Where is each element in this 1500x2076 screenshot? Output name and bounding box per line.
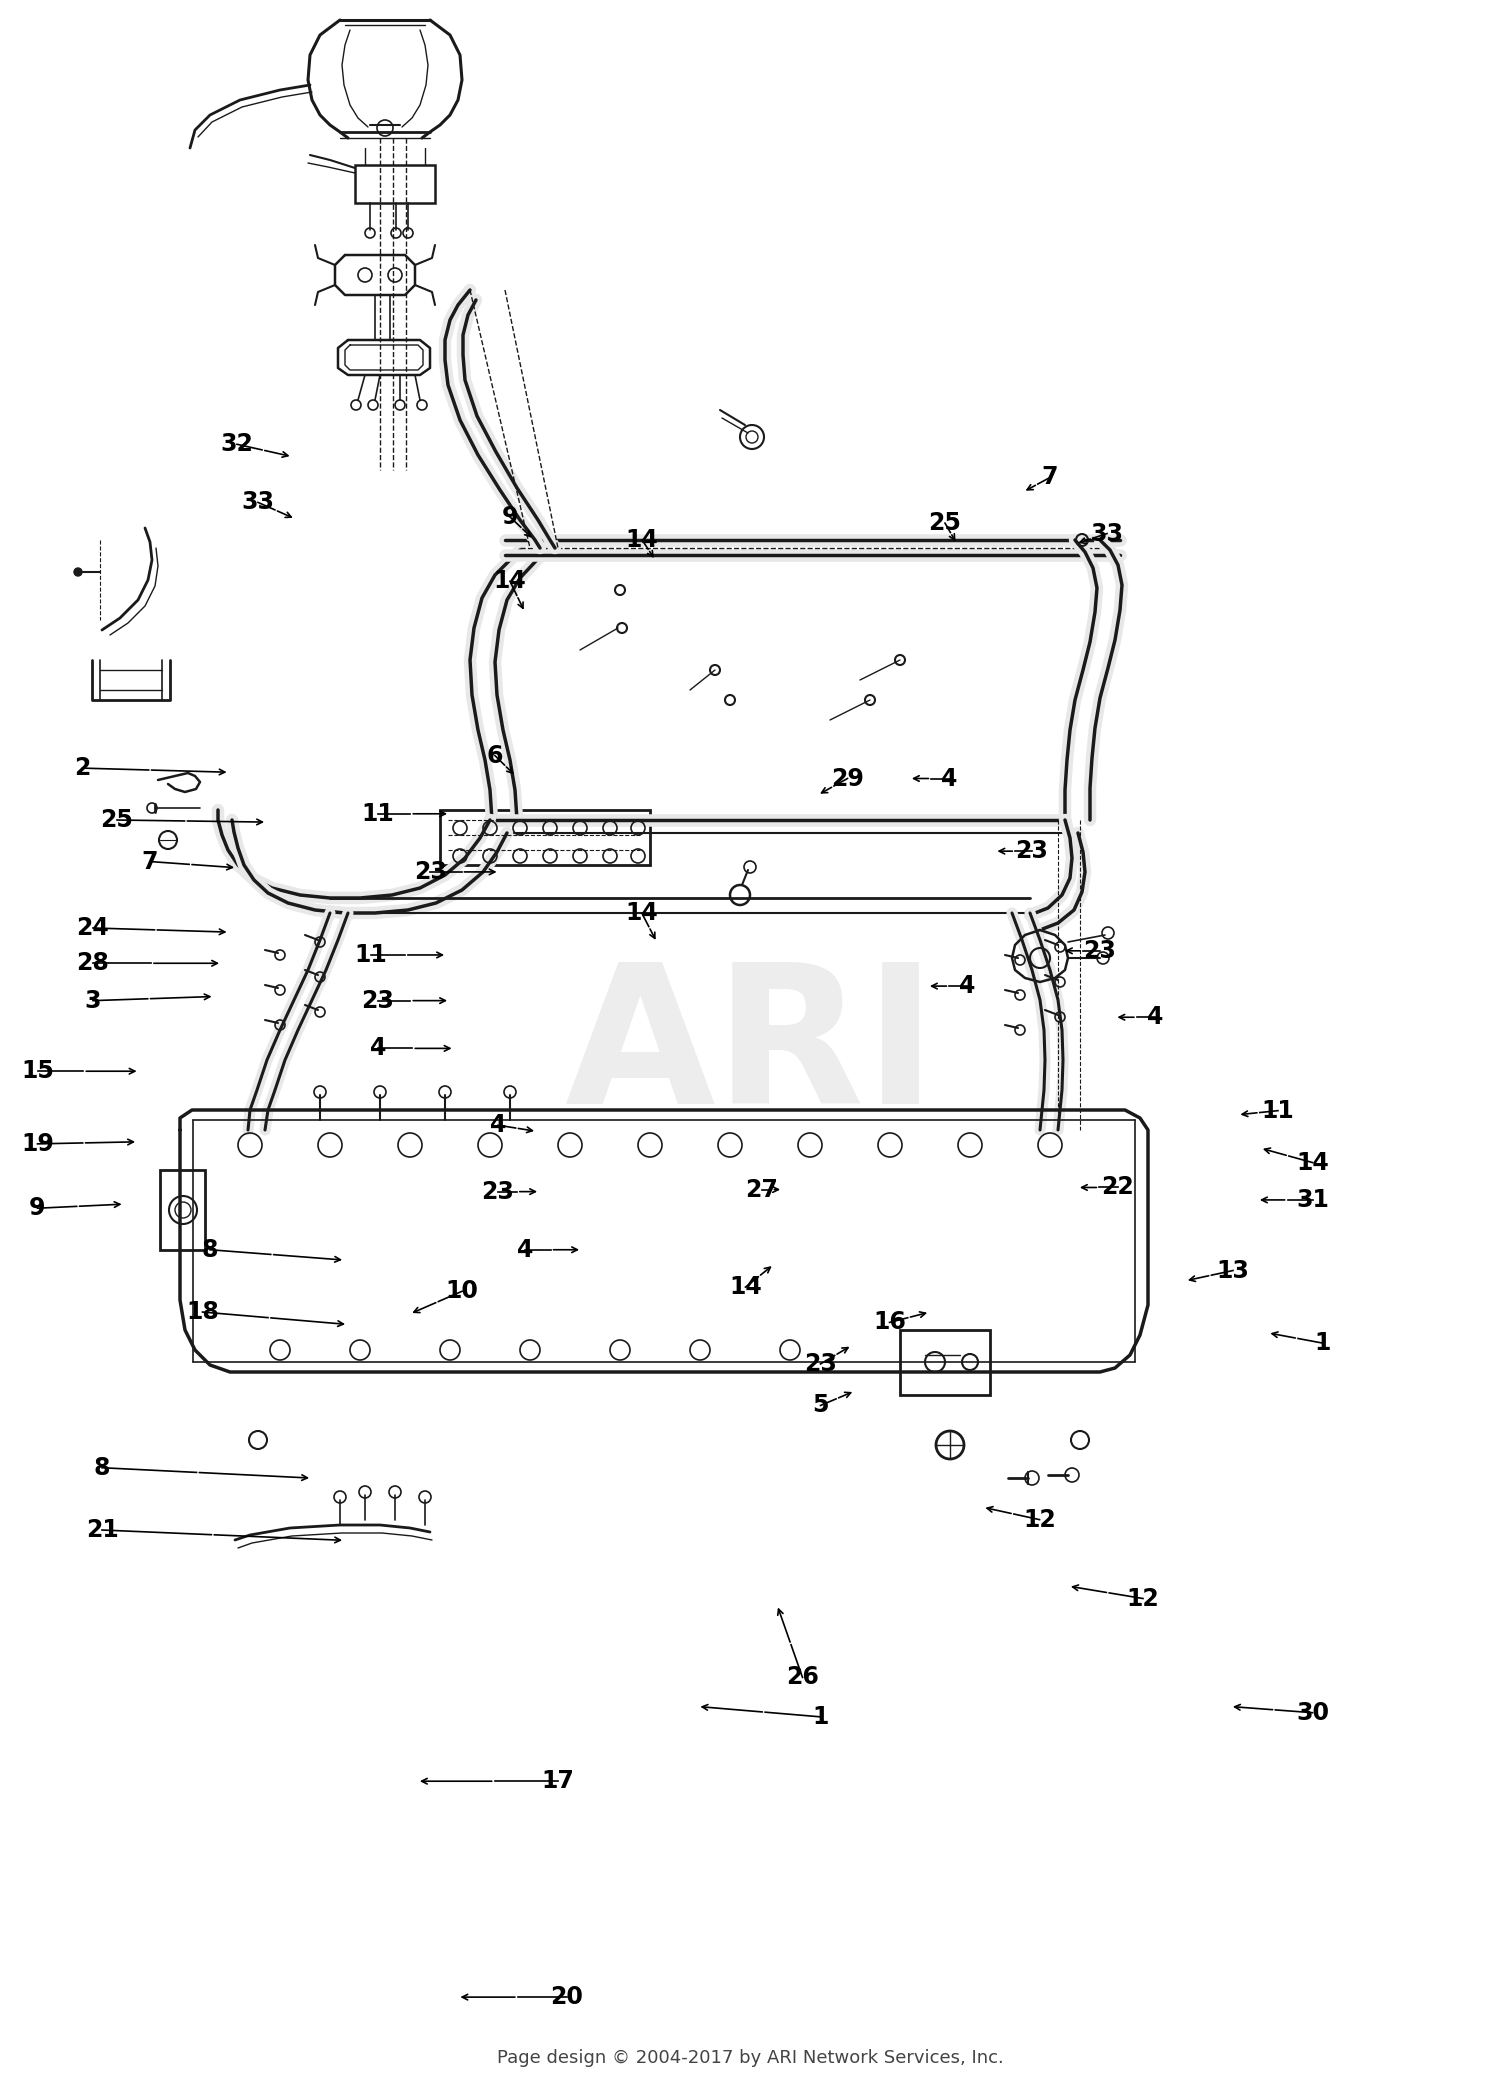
Text: 27: 27 [746, 1177, 778, 1202]
Text: 10: 10 [446, 1279, 478, 1304]
Text: 19: 19 [21, 1131, 54, 1156]
Text: 28: 28 [76, 951, 110, 976]
Text: 23: 23 [482, 1179, 514, 1204]
Text: 4: 4 [942, 766, 957, 791]
Text: 3: 3 [84, 988, 102, 1013]
Text: 23: 23 [414, 859, 447, 884]
Bar [356, 164, 435, 203]
Text: 14: 14 [1296, 1150, 1329, 1175]
Text: 33: 33 [1090, 521, 1124, 546]
Text: Page design © 2004-2017 by ARI Network Services, Inc.: Page design © 2004-2017 by ARI Network S… [496, 2049, 1004, 2068]
Text: 14: 14 [729, 1275, 762, 1300]
Text: 25: 25 [928, 511, 962, 536]
Text: ARI: ARI [564, 957, 936, 1144]
Circle shape [74, 569, 82, 575]
Text: 13: 13 [1216, 1258, 1249, 1283]
Text: 18: 18 [186, 1300, 219, 1324]
Text: 25: 25 [100, 808, 134, 832]
Bar [160, 1171, 206, 1250]
Text: 16: 16 [873, 1310, 906, 1335]
Text: 8: 8 [201, 1237, 219, 1262]
Text: 23: 23 [804, 1351, 837, 1376]
Text: 22: 22 [1101, 1175, 1134, 1200]
Text: 26: 26 [786, 1665, 819, 1690]
Text: 4: 4 [1148, 1005, 1162, 1030]
Text: 32: 32 [220, 432, 254, 457]
Text: 23: 23 [1016, 839, 1048, 864]
Text: 14: 14 [626, 901, 658, 926]
Text: 9: 9 [30, 1196, 45, 1221]
Text: 8: 8 [94, 1455, 111, 1480]
Text: 4: 4 [518, 1237, 532, 1262]
Text: 11: 11 [354, 943, 387, 967]
Text: 9: 9 [501, 504, 519, 529]
Text: 21: 21 [86, 1518, 118, 1542]
Text: 12: 12 [1126, 1586, 1160, 1611]
Text: 23: 23 [362, 988, 394, 1013]
Text: 33: 33 [242, 490, 274, 515]
Text: 20: 20 [550, 1985, 584, 2010]
Bar [440, 810, 650, 866]
Bar [900, 1331, 990, 1395]
Text: 17: 17 [542, 1769, 574, 1794]
Text: 1: 1 [1316, 1331, 1330, 1356]
Text: 30: 30 [1296, 1700, 1329, 1725]
Text: 2: 2 [75, 756, 90, 781]
Text: 11: 11 [1262, 1098, 1294, 1123]
Text: 4: 4 [490, 1113, 506, 1138]
Text: 4: 4 [370, 1036, 386, 1061]
Text: 6: 6 [486, 743, 502, 768]
Text: 31: 31 [1296, 1187, 1329, 1212]
Text: 12: 12 [1023, 1507, 1056, 1532]
Text: 7: 7 [141, 849, 159, 874]
Text: 15: 15 [21, 1059, 54, 1084]
Text: 4: 4 [960, 974, 975, 999]
Text: 7: 7 [1041, 465, 1059, 490]
Text: 14: 14 [494, 569, 526, 594]
Text: 11: 11 [362, 801, 394, 826]
Text: 5: 5 [813, 1393, 830, 1418]
Text: 23: 23 [1083, 938, 1116, 963]
Text: 24: 24 [76, 916, 110, 940]
Text: 14: 14 [626, 527, 658, 552]
Text: 1: 1 [813, 1704, 828, 1729]
Text: 29: 29 [831, 766, 864, 791]
